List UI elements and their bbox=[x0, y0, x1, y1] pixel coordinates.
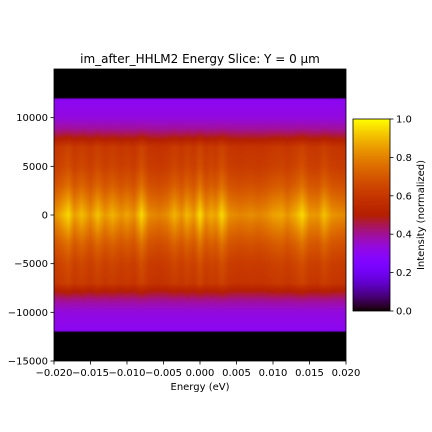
y-tick-label: 5000 bbox=[23, 162, 48, 173]
x-tick-label: −0.015 bbox=[72, 368, 109, 379]
x-tick-label: 0.000 bbox=[186, 368, 215, 379]
colorbar-frame bbox=[352, 118, 391, 312]
x-tick-label: 0.020 bbox=[332, 368, 361, 379]
y-tick-label: −15000 bbox=[8, 357, 48, 368]
chart-title: im_after_HHLM2 Energy Slice: Y = 0 µm bbox=[80, 52, 320, 66]
x-tick-label: −0.005 bbox=[145, 368, 182, 379]
colorbar-gradient bbox=[353, 119, 390, 311]
x-tick-label: −0.010 bbox=[108, 368, 145, 379]
colorbar bbox=[352, 118, 391, 312]
x-axis-label: Energy (eV) bbox=[171, 382, 230, 393]
heatmap-image bbox=[54, 69, 346, 361]
plot-area bbox=[53, 68, 347, 362]
x-tick-label: 0.015 bbox=[295, 368, 324, 379]
x-tick-label: −0.020 bbox=[35, 368, 72, 379]
colorbar-tick-label: 0.0 bbox=[396, 307, 412, 318]
x-tick-label: 0.010 bbox=[259, 368, 288, 379]
colorbar-axis: 0.0 0.2 0.4 0.6 0.8 1.0 bbox=[390, 115, 412, 318]
y-tick-label: 10000 bbox=[16, 113, 48, 124]
colorbar-tick-label: 0.4 bbox=[396, 230, 412, 241]
y-axis: −15000 −10000 −5000 0 5000 10000 bbox=[8, 113, 54, 368]
colorbar-tick-label: 0.6 bbox=[396, 191, 412, 202]
y-tick-label: −10000 bbox=[8, 308, 48, 319]
colorbar-tick-label: 0.8 bbox=[396, 153, 412, 164]
colorbar-label: Intensity (normalized) bbox=[416, 160, 427, 270]
y-tick-label: 0 bbox=[42, 211, 48, 222]
colorbar-tick-label: 1.0 bbox=[396, 115, 412, 126]
x-axis: −0.020 −0.015 −0.010 −0.005 0.000 0.005 0.010 0… bbox=[35, 361, 360, 379]
colorbar-tick-label: 0.2 bbox=[396, 268, 412, 279]
y-tick-label: −5000 bbox=[14, 259, 48, 270]
x-tick-label: 0.005 bbox=[222, 368, 251, 379]
